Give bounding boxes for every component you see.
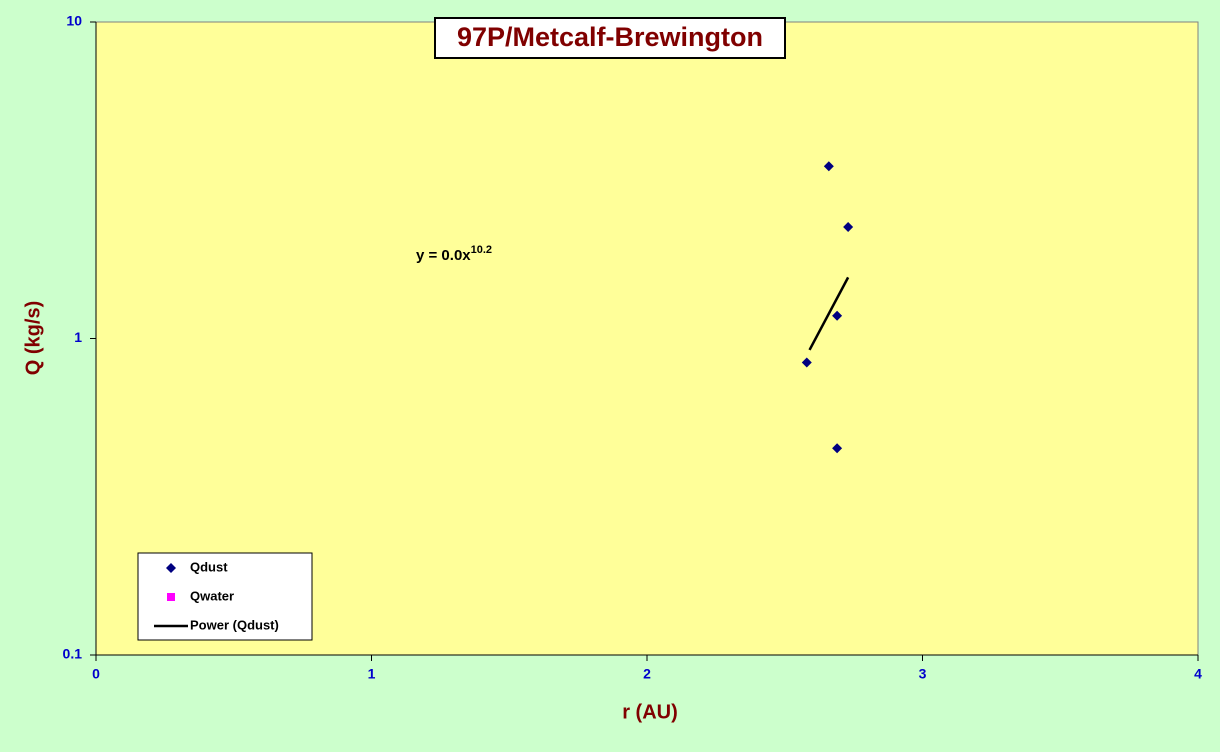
y-tick-label: 1 [74,329,82,345]
y-tick-label: 0.1 [63,646,83,662]
x-tick-label: 2 [643,666,651,682]
y-axis-label: Q (kg/s) [22,301,44,375]
data-point [832,310,843,321]
chart-title: 97P/Metcalf-Brewington [457,22,763,52]
legend-label: Power (Qdust) [190,617,279,632]
legend-swatch [167,593,175,601]
x-tick-label: 0 [92,666,100,682]
trend-line [808,276,850,351]
x-axis-label: r (AU) [622,701,678,723]
legend-label: Qdust [190,559,228,574]
y-tick-label: 10 [66,13,82,29]
x-tick-label: 4 [1194,666,1202,682]
legend-label: Qwater [190,588,234,603]
data-point [832,443,843,454]
trend-equation: y = 0.0x10.2 [416,244,492,264]
plot-area [95,21,1199,656]
equation-exponent: 10.2 [471,244,492,256]
data-point [801,357,812,368]
data-point [843,222,854,233]
legend-swatch [166,563,176,573]
data-point [823,161,834,172]
equation-text: y = 0.0x [416,247,471,264]
x-tick-label: 1 [368,666,376,682]
title-box [434,17,786,59]
x-tick-label: 3 [919,666,927,682]
